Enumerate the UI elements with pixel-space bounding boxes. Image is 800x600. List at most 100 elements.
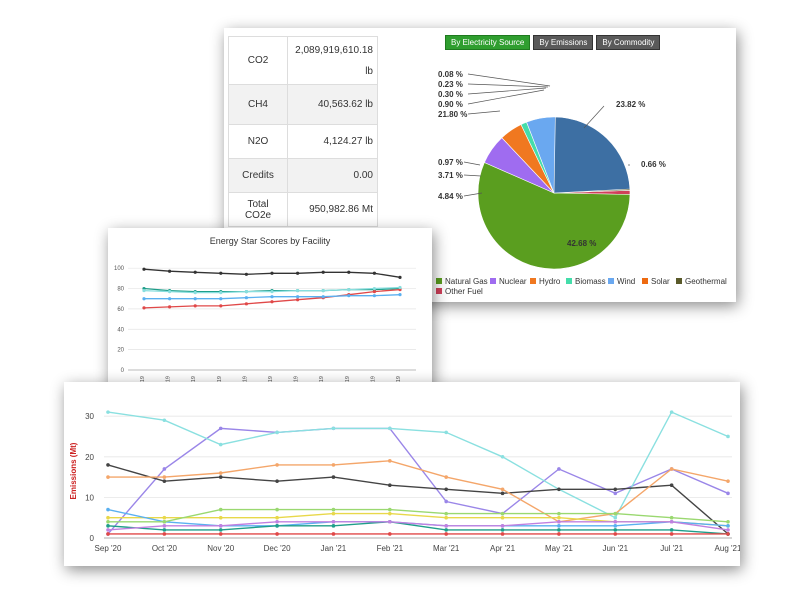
pie-legend-swatch (642, 278, 648, 284)
trend-point-series-10 (388, 519, 392, 524)
trend-point-series-3 (275, 479, 279, 483)
trend-point-series-9 (106, 519, 110, 524)
trend-point-series-7 (444, 528, 448, 532)
trend-point-series-8 (162, 532, 167, 536)
table-cell-value: 0.00 (287, 158, 378, 193)
pie-slice-biomass (520, 121, 555, 194)
trend-x-tick-label: May '21 (545, 544, 573, 553)
trend-point-series-4 (331, 463, 336, 467)
energy-point-grove-main (193, 291, 197, 295)
trend-x-tick-label: Nov '20 (207, 544, 234, 553)
pie-legend-swatch (436, 288, 442, 294)
energy-chart-title: Energy Star Scores by Facility (210, 236, 331, 246)
pie-callout-line (467, 73, 551, 87)
trend-point-series-4 (106, 475, 110, 479)
pie-legend-item-hydro: Hydro (539, 277, 561, 286)
pie-legend-item-biomass: Biomass (575, 277, 606, 286)
energy-point-grove-main (296, 288, 300, 293)
trend-series-line-10 (107, 521, 729, 531)
pie-slice-geothermal (553, 188, 631, 194)
tab-by-commodity[interactable]: By Commodity (596, 35, 661, 50)
trend-point-series-9 (218, 507, 223, 512)
trend-point-series-4 (726, 479, 730, 483)
trend-point-series-8 (557, 532, 561, 536)
energy-point-cottonwood-8 (193, 270, 197, 274)
trend-point-series-2 (500, 454, 505, 459)
table-cell-label: CH4 (228, 84, 288, 125)
pie-slice-nuclear (484, 137, 555, 194)
trend-point-series-9 (162, 519, 167, 524)
energy-point-grove-main (372, 286, 376, 291)
energy-point-grove-main (244, 290, 248, 294)
trend-point-series-5 (500, 515, 505, 520)
trend-point-series-2 (613, 515, 618, 520)
trend-point-series-5 (106, 515, 110, 520)
energy-point-grove-main (321, 288, 325, 293)
trend-point-series-5 (218, 515, 223, 520)
energy-point-preston (193, 297, 197, 301)
trend-x-tick-label: Jun '21 (602, 544, 628, 553)
tab-by-electricity-source[interactable]: By Electricity Source (445, 35, 531, 50)
pie-callout-line (463, 174, 482, 177)
energy-point-cottonwood-8 (347, 270, 351, 274)
trend-point-series-8 (726, 532, 730, 536)
table-row: CH4 40,563.62 lb (228, 84, 378, 125)
trend-point-series-10 (557, 519, 561, 524)
pie-callout-line (467, 87, 547, 95)
pie-slice-wind (526, 116, 630, 194)
pie-legend-swatch (676, 278, 682, 284)
energy-point-cottonwood-8 (219, 271, 223, 275)
trend-x-tick-label: Mar '21 (433, 544, 460, 553)
pie-callout-label: 0.90 % (438, 100, 463, 109)
trend-point-series-3 (500, 491, 505, 496)
pie-callout-label: 4.84 % (438, 192, 463, 201)
trend-point-series-7 (669, 528, 674, 532)
energy-point-cottonwood-8 (321, 270, 325, 274)
trend-point-series-5 (388, 511, 392, 516)
tab-by-emissions[interactable]: By Emissions (533, 35, 594, 50)
table-row: N2O 4,124.27 lb (228, 124, 378, 159)
energy-point-preston (244, 296, 248, 300)
trend-point-series-8 (106, 532, 110, 536)
pie-callout-line (463, 192, 483, 197)
trend-x-tick-label: Dec '20 (264, 544, 291, 553)
trend-point-series-4 (669, 467, 674, 471)
trend-point-series-3 (106, 463, 110, 467)
trend-point-series-3 (669, 483, 674, 488)
energy-point-cottonwood-8 (296, 271, 300, 275)
trend-point-series-6 (106, 507, 110, 512)
trend-point-series-2 (331, 426, 336, 431)
pie-callout-label: 0.30 % (438, 90, 463, 99)
trend-point-series-1 (557, 467, 561, 471)
trend-x-tick-label: Feb '21 (377, 544, 404, 553)
pie-callout-line (583, 105, 605, 129)
pie-callout-line (467, 83, 549, 88)
trend-point-series-10 (726, 528, 730, 532)
pie-callout-label: 23.82 % (616, 100, 645, 109)
pie-legend-swatch (530, 278, 536, 284)
trend-point-series-6 (726, 524, 730, 528)
pie-legend-swatch (436, 278, 442, 284)
trend-point-series-9 (500, 511, 505, 516)
trend-point-series-10 (500, 524, 505, 528)
trend-point-series-4 (444, 475, 448, 479)
pie-legend-item-other-fuel: Other Fuel (445, 287, 483, 296)
energy-point-grove-main (168, 290, 172, 294)
trend-point-series-5 (444, 515, 448, 520)
trend-point-series-2 (444, 430, 448, 435)
trend-point-series-7 (331, 524, 336, 528)
trend-point-series-5 (331, 511, 336, 516)
table-row: Total CO2e 950,982.86 Mt (228, 192, 378, 227)
pie-slice-solar (553, 182, 631, 194)
trend-point-series-8 (275, 532, 279, 536)
trend-point-series-4 (218, 471, 223, 475)
trend-y-tick-label: 30 (85, 412, 94, 421)
pie-callout-label: 0.23 % (438, 80, 463, 89)
trend-series-line-3 (107, 464, 729, 535)
trend-point-series-2 (106, 410, 110, 414)
trend-point-series-8 (669, 532, 674, 536)
pie-callout-label: 0.66 % (641, 160, 666, 169)
trend-point-series-8 (613, 532, 618, 536)
pie-slice-other-fuel (553, 190, 631, 195)
pie-slice-hydro (501, 124, 555, 194)
